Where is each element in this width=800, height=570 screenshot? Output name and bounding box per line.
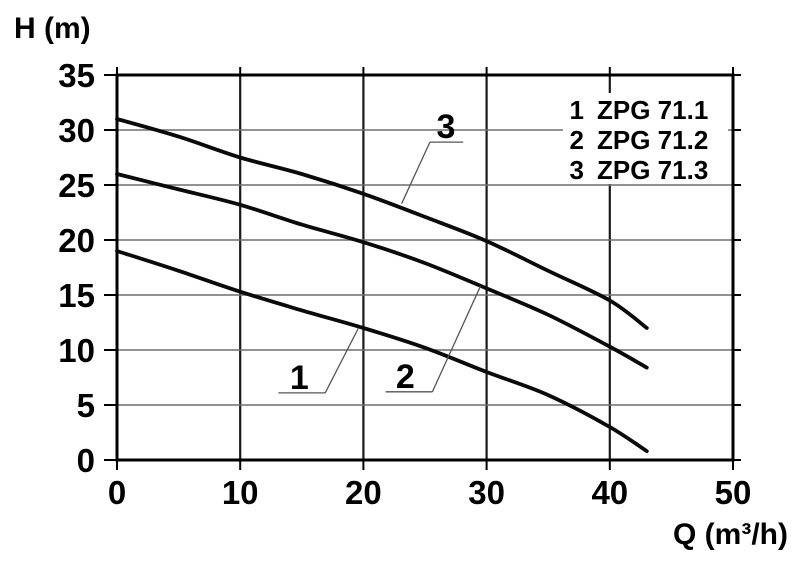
tick-label-h-0: 0 bbox=[77, 442, 95, 479]
y-axis-title: H (m) bbox=[14, 12, 91, 45]
tick-label-q-40: 40 bbox=[591, 474, 628, 511]
curve-number-label-1: 1 bbox=[290, 359, 309, 397]
leader-line-2 bbox=[431, 285, 482, 393]
legend-entry-3: 3 ZPG 71.3 bbox=[570, 155, 709, 185]
leader-line-3 bbox=[401, 141, 431, 204]
tick-label-q-0: 0 bbox=[108, 474, 126, 511]
tick-label-h-15: 15 bbox=[58, 277, 95, 314]
pump-curves bbox=[115, 117, 649, 454]
tick-label-h-5: 5 bbox=[77, 387, 95, 424]
curve-number-label-2: 2 bbox=[396, 358, 415, 396]
leader-line-1 bbox=[324, 327, 360, 394]
tick-label-q-30: 30 bbox=[468, 474, 505, 511]
tick-label-h-30: 30 bbox=[58, 112, 95, 149]
plot-frame bbox=[115, 73, 735, 462]
curve-number-annotations: 1 2 3 bbox=[278, 108, 482, 397]
legend-entry-2: 2 ZPG 71.2 bbox=[570, 125, 709, 155]
curve-3-zpg-71.3 bbox=[115, 117, 649, 330]
tick-marks bbox=[104, 67, 741, 470]
legend-background bbox=[563, 93, 728, 184]
x-axis-title: Q (m³/h) bbox=[673, 518, 788, 551]
annotation-curve-1: 1 bbox=[278, 327, 360, 397]
tick-label-h-10: 10 bbox=[58, 332, 95, 369]
curve-1-zpg-71.1 bbox=[115, 249, 649, 454]
tick-label-h-25: 25 bbox=[58, 167, 95, 204]
annotation-curve-3: 3 bbox=[401, 108, 464, 204]
legend-curve-number: 3 bbox=[570, 155, 584, 185]
legend-model-label: ZPG 71.3 bbox=[597, 155, 708, 185]
legend: 1 ZPG 71.1 2 ZPG 71.2 3 ZPG 71.3 bbox=[563, 93, 728, 185]
axes-frame bbox=[115, 73, 735, 462]
tick-label-h-35: 35 bbox=[58, 57, 95, 94]
tick-label-q-10: 10 bbox=[222, 474, 259, 511]
legend-model-label: ZPG 71.2 bbox=[597, 125, 708, 155]
tick-label-q-20: 20 bbox=[345, 474, 382, 511]
tick-label-q-50: 50 bbox=[715, 474, 752, 511]
legend-entry-1: 1 ZPG 71.1 bbox=[570, 95, 709, 125]
legend-curve-number: 1 bbox=[570, 95, 584, 125]
tick-label-h-20: 20 bbox=[58, 222, 95, 259]
tick-labels: 0 10 20 30 40 50 0 5 10 15 20 25 30 35 bbox=[58, 57, 751, 511]
legend-model-label: ZPG 71.1 bbox=[597, 95, 708, 125]
legend-curve-number: 2 bbox=[570, 125, 584, 155]
curve-2-zpg-71.2 bbox=[115, 172, 649, 370]
annotation-curve-2: 2 bbox=[385, 285, 482, 396]
curve-number-label-3: 3 bbox=[436, 108, 455, 146]
